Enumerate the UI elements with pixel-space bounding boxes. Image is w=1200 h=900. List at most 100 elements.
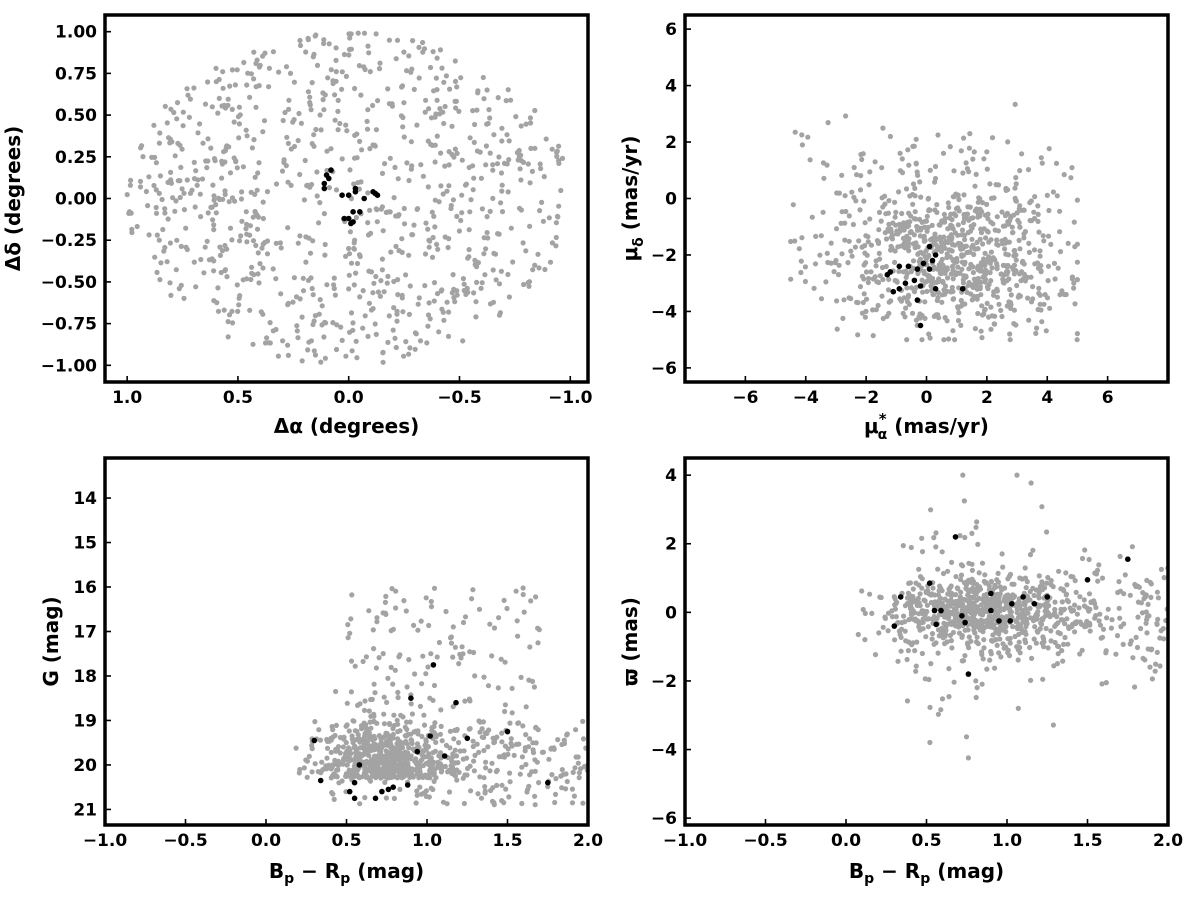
- background-point: [324, 148, 330, 154]
- background-point: [211, 156, 218, 162]
- background-point: [1056, 568, 1062, 574]
- panel-sky-positions: 1.0 0.5 0.0 −0.5 −1.01.000.750.500.250.00−0.…: [1, 13, 593, 438]
- background-point: [1041, 238, 1047, 244]
- background-point: [333, 57, 339, 64]
- background-point: [255, 271, 261, 277]
- background-point: [865, 239, 871, 245]
- background-point: [181, 207, 187, 213]
- background-point: [968, 264, 974, 270]
- background-point: [960, 301, 966, 307]
- background-point: [397, 744, 403, 751]
- background-point: [467, 209, 473, 215]
- background-point: [961, 232, 968, 238]
- background-point: [360, 658, 366, 665]
- background-point: [521, 609, 527, 615]
- background-point: [1001, 598, 1008, 604]
- y-tick-label: 0.00: [55, 190, 97, 210]
- background-point: [415, 627, 421, 633]
- background-point: [1045, 574, 1051, 581]
- background-point: [884, 313, 890, 319]
- background-point: [570, 769, 576, 776]
- background-point: [291, 143, 298, 150]
- background-point: [1120, 641, 1126, 648]
- background-point: [841, 297, 847, 303]
- background-point: [1011, 321, 1017, 327]
- background-point: [979, 681, 985, 687]
- background-point: [945, 226, 951, 232]
- background-point: [990, 632, 996, 638]
- background-point: [1121, 591, 1127, 597]
- background-point: [987, 657, 993, 663]
- highlight-point: [926, 580, 933, 586]
- background-point: [1074, 337, 1080, 343]
- background-point: [1139, 610, 1145, 616]
- background-point: [1072, 301, 1078, 307]
- background-point: [433, 111, 439, 117]
- background-point: [321, 37, 327, 43]
- background-point: [1039, 319, 1045, 325]
- background-point: [843, 113, 849, 119]
- background-point: [430, 697, 436, 704]
- background-point: [932, 207, 938, 213]
- background-point: [932, 163, 939, 170]
- background-point: [454, 150, 460, 156]
- background-point: [295, 240, 301, 246]
- background-point: [1059, 648, 1065, 654]
- background-point: [124, 192, 130, 198]
- background-point: [260, 199, 266, 205]
- background-point: [403, 738, 409, 745]
- background-point: [1017, 293, 1024, 299]
- background-point: [326, 41, 332, 47]
- background-point: [229, 195, 236, 201]
- background-point: [1028, 677, 1034, 684]
- background-point: [502, 708, 508, 715]
- background-point: [950, 328, 956, 334]
- y-tick-label: −2: [651, 672, 677, 692]
- background-point: [914, 227, 921, 233]
- background-point: [226, 199, 232, 205]
- background-point: [1077, 651, 1083, 657]
- background-point: [917, 179, 923, 185]
- highlight-point: [351, 795, 358, 802]
- y-tick-label: 20: [73, 756, 97, 776]
- background-point: [333, 346, 340, 353]
- background-point: [903, 186, 910, 192]
- background-point: [301, 197, 307, 203]
- background-point: [321, 40, 327, 47]
- background-point: [1114, 633, 1121, 639]
- background-point: [495, 95, 501, 101]
- background-point: [947, 144, 953, 150]
- background-point: [1017, 650, 1023, 656]
- highlight-point: [404, 782, 411, 788]
- points-layer: [788, 101, 1080, 343]
- background-point: [420, 49, 426, 55]
- background-point: [156, 190, 162, 196]
- background-point: [174, 237, 180, 243]
- background-point: [379, 267, 385, 273]
- background-point: [950, 296, 956, 302]
- background-point: [393, 243, 399, 249]
- background-point: [1072, 602, 1078, 608]
- background-point: [505, 746, 511, 752]
- background-point: [849, 189, 855, 195]
- background-point: [430, 234, 436, 241]
- background-point: [527, 180, 533, 186]
- background-point: [439, 65, 445, 71]
- background-point: [408, 139, 414, 145]
- highlight-point: [959, 613, 965, 619]
- background-point: [988, 596, 994, 603]
- background-point: [863, 296, 870, 302]
- background-point: [532, 107, 538, 114]
- background-point: [981, 311, 987, 317]
- background-point: [210, 182, 216, 188]
- background-point: [177, 142, 183, 148]
- background-point: [364, 118, 370, 124]
- background-point: [839, 251, 845, 257]
- highlight-point: [902, 280, 909, 287]
- background-point: [788, 238, 794, 245]
- y-tick-label: 0.75: [55, 64, 97, 84]
- background-point: [475, 90, 481, 96]
- background-point: [288, 182, 294, 188]
- background-point: [802, 264, 809, 270]
- background-point: [888, 226, 894, 232]
